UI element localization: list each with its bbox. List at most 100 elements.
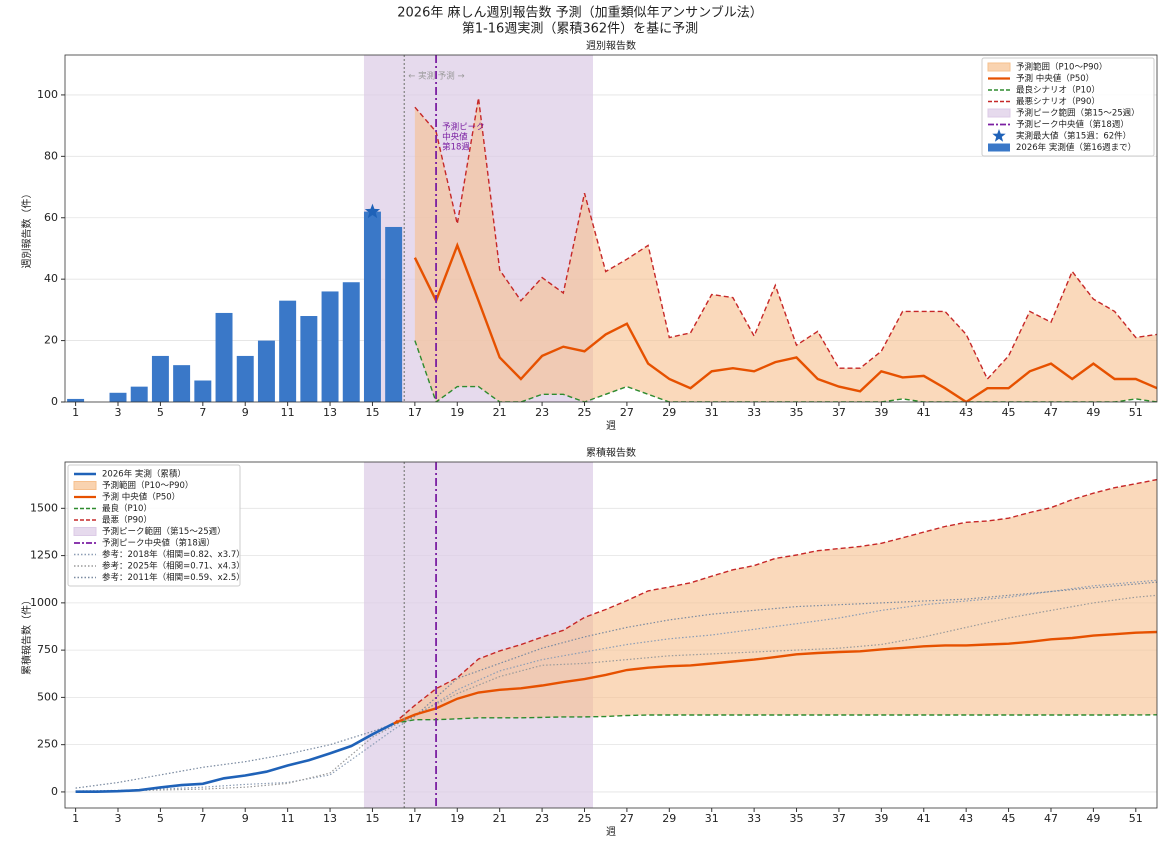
- x-tick-label: 9: [242, 812, 249, 825]
- p10-line: [414, 340, 1157, 402]
- x-tick-label: 29: [662, 406, 676, 419]
- y-tick-label: 250: [37, 738, 58, 751]
- bar: [257, 340, 275, 402]
- x-tick-label: 17: [408, 406, 422, 419]
- legend-box: [67, 464, 241, 587]
- legend-label: 参考：2011年（相関=0.59、x2.5）: [102, 572, 245, 583]
- peak-note: 予測ピーク: [442, 122, 485, 133]
- median-line: [413, 242, 1157, 402]
- x-tick-label: 15: [365, 406, 379, 419]
- forecast-band: [414, 97, 1157, 402]
- bar: [130, 386, 148, 402]
- legend-swatch: [987, 108, 1011, 118]
- x-tick-label: 33: [747, 812, 761, 825]
- legend-label: 参考：2025年（相関=0.71、x4.3）: [102, 561, 245, 572]
- split-note: ← 実測 予測 →: [408, 71, 464, 82]
- legend-swatch: [73, 481, 97, 490]
- legend-swatch: [73, 527, 97, 536]
- x-tick-label: 13: [323, 812, 337, 825]
- y-axis-label: 累積報告数（件）: [20, 595, 33, 675]
- x-tick-label: 41: [917, 406, 931, 419]
- legend-label: 予測範囲（P10〜P90）: [1016, 62, 1107, 73]
- max-marker: [364, 203, 381, 219]
- x-tick-label: 23: [535, 406, 549, 419]
- p90-line: [393, 478, 1157, 725]
- y-tick-label: 20: [44, 334, 58, 347]
- legend-swatch: [992, 129, 1006, 142]
- legend-label: 予測範囲（P10〜P90）: [102, 480, 193, 491]
- x-tick-label: 15: [365, 812, 379, 825]
- bar: [151, 355, 169, 402]
- actual-line: [75, 722, 395, 793]
- x-tick-label: 7: [199, 812, 206, 825]
- axes-title: 累積報告数: [586, 446, 636, 459]
- reference-line: [75, 594, 1157, 793]
- figure-subtitle: 第1-16週実測（累積362件）を基に予測: [462, 21, 698, 37]
- legend-box: [981, 57, 1155, 157]
- bar: [236, 355, 254, 402]
- x-tick-label: 25: [577, 812, 591, 825]
- x-tick-label: 45: [1002, 812, 1016, 825]
- x-tick-label: 1: [72, 812, 79, 825]
- p10-line: [393, 714, 1157, 725]
- x-tick-label: 19: [450, 812, 464, 825]
- x-tick-label: 11: [281, 406, 295, 419]
- x-tick-label: 3: [115, 812, 122, 825]
- axes-title: 週別報告数: [586, 39, 636, 52]
- x-tick-label: 5: [157, 406, 164, 419]
- y-tick-label: 40: [44, 272, 58, 285]
- legend-label: 2026年 実測値（第16週まで）: [1016, 142, 1136, 153]
- x-tick-label: 19: [450, 406, 464, 419]
- x-tick-label: 11: [281, 812, 295, 825]
- x-tick-label: 49: [1086, 406, 1100, 419]
- legend-swatch: [987, 62, 1011, 72]
- bar: [363, 211, 381, 402]
- legend-label: 予測ピーク範囲（第15〜25週）: [1016, 108, 1140, 119]
- legend-label: 最悪（P90）: [102, 515, 152, 526]
- y-tick-label: 500: [37, 690, 58, 703]
- legend-label: 予測ピーク中央値（第18週）: [102, 538, 215, 549]
- x-tick-label: 35: [790, 812, 804, 825]
- x-tick-label: 1: [72, 406, 79, 419]
- legend-label: 2026年 実測（累積）: [102, 469, 186, 480]
- legend-label: 参考：2018年（相関=0.82、x3.7）: [102, 549, 245, 560]
- x-tick-label: 31: [705, 406, 719, 419]
- bar: [385, 226, 403, 402]
- x-tick-label: 17: [408, 812, 422, 825]
- axes-frame: [64, 461, 1158, 809]
- y-tick-label: 0: [51, 395, 58, 408]
- reference-line: [75, 581, 1157, 789]
- x-tick-label: 27: [620, 812, 634, 825]
- x-tick-label: 43: [959, 812, 973, 825]
- legend-label: 予測ピーク範囲（第15〜25週）: [102, 526, 226, 537]
- x-tick-label: 39: [874, 812, 888, 825]
- y-tick-label: 1500: [30, 501, 58, 514]
- bar: [342, 282, 360, 402]
- legend-label: 予測ピーク中央値（第18週）: [1016, 119, 1129, 130]
- legend-label: 最良（P10）: [102, 503, 152, 514]
- x-tick-label: 43: [959, 406, 973, 419]
- y-tick-label: 1250: [30, 549, 58, 562]
- legend-label: 予測 中央値（P50）: [1016, 73, 1094, 84]
- plot-area: [65, 55, 1157, 402]
- x-tick-label: 35: [790, 406, 804, 419]
- bar: [173, 365, 191, 402]
- x-tick-label: 41: [917, 812, 931, 825]
- x-axis-label: 週: [606, 826, 616, 838]
- bar: [300, 316, 318, 402]
- y-axis-label: 週別報告数（件）: [20, 189, 33, 269]
- legend-label: 最良シナリオ（P10）: [1016, 85, 1100, 96]
- y-tick-label: 100: [37, 88, 58, 101]
- legend-label: 予測 中央値（P50）: [102, 492, 180, 503]
- y-tick-label: 0: [51, 785, 58, 798]
- bar: [67, 398, 85, 402]
- forecast-band: [393, 479, 1157, 724]
- bar: [321, 291, 339, 402]
- p90-line: [414, 97, 1157, 381]
- x-tick-label: 45: [1002, 406, 1016, 419]
- plot-area: [65, 462, 1157, 808]
- x-tick-label: 3: [115, 406, 122, 419]
- legend-label: 実測最大値（第15週：62件）: [1016, 131, 1131, 142]
- x-tick-label: 25: [577, 406, 591, 419]
- x-tick-label: 51: [1129, 812, 1143, 825]
